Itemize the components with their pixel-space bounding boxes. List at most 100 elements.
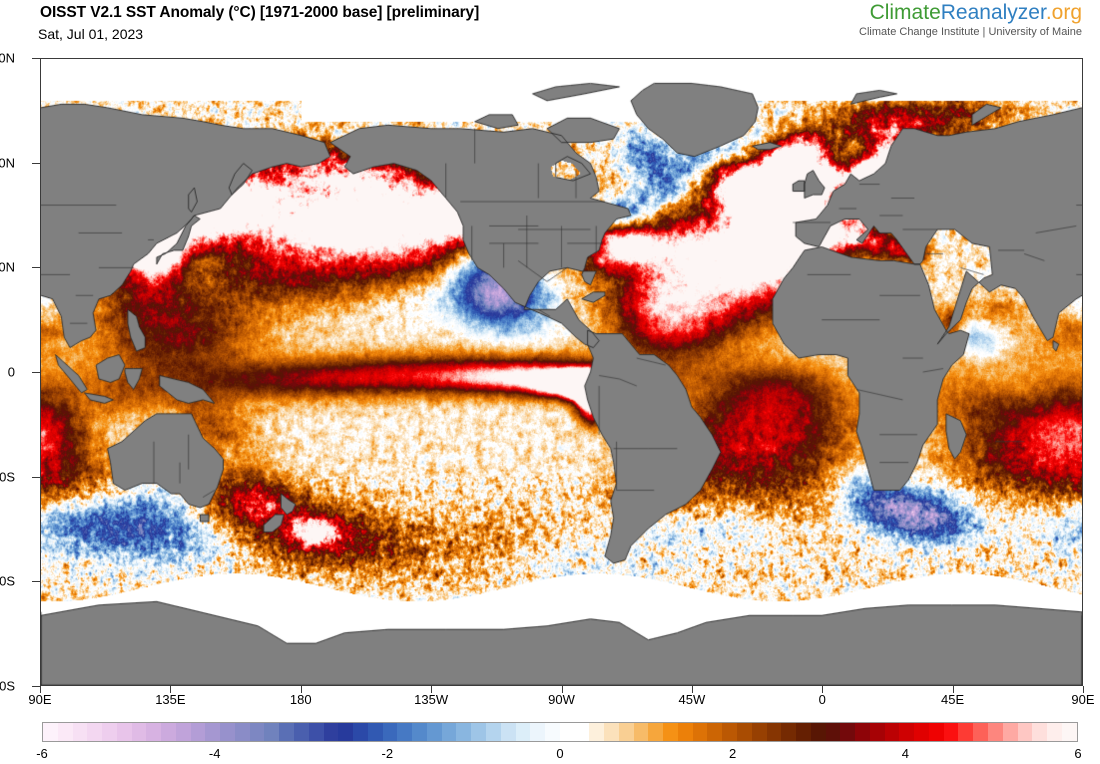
colorbar-segment	[471, 723, 486, 741]
colorbar-segment	[116, 723, 132, 741]
x-axis-tick-mark	[431, 686, 432, 693]
colorbar-segment	[131, 723, 147, 741]
colorbar-segment	[1002, 723, 1018, 741]
colorbar-segment	[146, 723, 162, 741]
colorbar-segment	[973, 723, 988, 741]
colorbar-segment	[161, 723, 176, 741]
colorbar-segment	[87, 723, 103, 741]
colorbar-segment	[205, 723, 221, 741]
y-axis-tick-label: 0	[7, 364, 15, 380]
y-axis-tick-label: 30N	[0, 259, 15, 275]
colorbar-segment	[751, 723, 767, 741]
colorbar-segment	[323, 723, 339, 741]
colorbar-segment	[190, 723, 206, 741]
y-axis-tick-mark	[32, 686, 40, 687]
x-axis-tick-label: 90W	[548, 692, 575, 707]
colorbar-segment	[102, 723, 117, 741]
colorbar-segment	[928, 723, 944, 741]
colorbar-segment	[353, 723, 368, 741]
colorbar-segment	[589, 723, 605, 741]
y-axis-tick-mark	[32, 581, 40, 582]
colorbar-segment	[781, 723, 797, 741]
colorbar-segment	[367, 723, 383, 741]
colorbar-segment	[722, 723, 737, 741]
colorbar-segment	[633, 723, 649, 741]
colorbar-segment	[426, 723, 442, 741]
brand-climate: Climate	[869, 1, 941, 24]
x-axis-tick-mark	[170, 686, 171, 693]
colorbar-segment	[515, 723, 531, 741]
map-date: Sat, Jul 01, 2023	[38, 26, 144, 42]
brand-tld: .org	[1045, 1, 1082, 24]
colorbar-segment	[441, 723, 457, 741]
colorbar-segment	[456, 723, 472, 741]
colorbar-segment	[545, 723, 560, 741]
x-axis-tick-label: 135W	[414, 692, 449, 707]
colorbar-segment	[338, 723, 354, 741]
colorbar-segment	[810, 723, 826, 741]
colorbar-segment	[175, 723, 191, 741]
colorbar-segment	[869, 723, 885, 741]
y-axis-tick-mark	[32, 267, 40, 268]
colorbar-segment	[382, 723, 398, 741]
y-axis-tick-mark	[32, 163, 40, 164]
colorbar-segment	[914, 723, 929, 741]
x-axis-tick-label: 90E	[28, 692, 52, 707]
y-axis-tick-mark	[32, 477, 40, 478]
colorbar-tick-label: 2	[729, 746, 737, 761]
y-axis-tick-mark	[32, 372, 40, 373]
colorbar-segment	[840, 723, 856, 741]
colorbar-segment	[884, 723, 900, 741]
x-axis-tick-label: 45E	[941, 692, 965, 707]
brand-affiliation: Climate Change Institute | University of…	[859, 26, 1082, 39]
colorbar-segment	[1017, 723, 1033, 741]
y-axis-tick-label: 60N	[0, 155, 15, 171]
x-axis-tick-label: 90E	[1071, 692, 1095, 707]
colorbar-segment	[485, 723, 501, 741]
colorbar-segment	[234, 723, 250, 741]
y-axis-tick-label: 90S	[0, 678, 15, 694]
brand-logo: ClimateReanalyzer.org Climate Change Ins…	[859, 1, 1082, 39]
colorbar-segment	[692, 723, 708, 741]
colorbar-segment	[220, 723, 235, 741]
x-axis-tick-mark	[692, 686, 693, 693]
colorbar-segment	[648, 723, 664, 741]
colorbar-segment	[279, 723, 295, 741]
colorbar-segment	[618, 723, 634, 741]
colorbar-segment	[943, 723, 959, 741]
x-axis-tick-label: 135E	[155, 692, 186, 707]
sst-anomaly-heatmap	[41, 59, 1082, 685]
colorbar-segment	[1032, 723, 1048, 741]
colorbar-segment	[663, 723, 678, 741]
brand-reanalyzer: Reanalyzer	[940, 1, 1046, 24]
colorbar-segment	[249, 723, 265, 741]
map-plot-area	[40, 58, 1083, 686]
colorbar-segment	[559, 723, 575, 741]
x-axis-tick-mark	[40, 686, 41, 693]
colorbar-segment	[855, 723, 870, 741]
colorbar-segment	[796, 723, 811, 741]
x-axis-tick-mark	[1083, 686, 1084, 693]
colorbar-segment	[308, 723, 324, 741]
colorbar-segment	[57, 723, 73, 741]
colorbar-segment	[397, 723, 413, 741]
x-axis-tick-label: 0	[818, 692, 826, 707]
x-axis-tick-label: 180	[289, 692, 312, 707]
colorbar-segment	[1061, 723, 1077, 741]
colorbar-segment	[294, 723, 309, 741]
colorbar-segment	[766, 723, 782, 741]
colorbar-segment	[736, 723, 752, 741]
x-axis-tick-mark	[301, 686, 302, 693]
colorbar-segment	[988, 723, 1003, 741]
x-axis-tick-label: 45W	[678, 692, 706, 707]
colorbar-segment	[677, 723, 693, 741]
x-axis-tick-mark	[953, 686, 954, 693]
x-axis-tick-mark	[822, 686, 823, 693]
colorbar-segment	[264, 723, 280, 741]
colorbar-segment	[825, 723, 841, 741]
colorbar-tick-label: 6	[1074, 746, 1082, 761]
colorbar-segment	[958, 723, 974, 741]
y-axis-tick-label: 60S	[0, 573, 15, 589]
colorbar-tick-label: -6	[36, 746, 48, 761]
